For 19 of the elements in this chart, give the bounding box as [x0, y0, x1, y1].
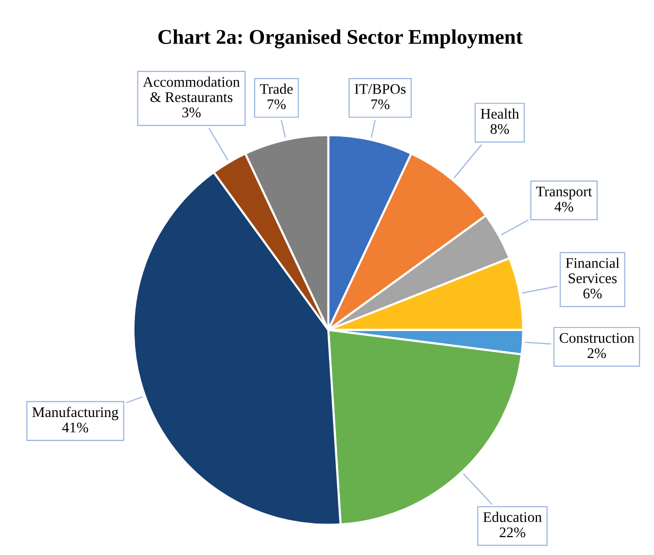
- data-label: 7%: [371, 99, 390, 110]
- slice-label: Health: [480, 108, 519, 119]
- slice-label: Transport: [536, 186, 592, 200]
- slice-label: Education: [483, 512, 542, 522]
- chart-title: Chart 2a: Organised Sector Employment: [158, 29, 523, 48]
- data-label: 2%: [588, 348, 606, 358]
- slice-label: Trade: [260, 84, 293, 94]
- data-label: 6%: [583, 288, 602, 298]
- data-label: 22%: [500, 527, 526, 538]
- data-label: 3%: [182, 108, 201, 118]
- slice-label: Financial Services: [566, 258, 620, 284]
- slice-label: Accommodation & Restaurants: [142, 76, 240, 102]
- slice-label: Manufacturing: [32, 406, 118, 420]
- data-label: 41%: [62, 422, 88, 432]
- slice-label: IT/BPOs: [354, 84, 406, 94]
- data-label: 8%: [490, 124, 509, 134]
- data-label: 7%: [268, 99, 286, 110]
- slice-label: Construction: [560, 333, 634, 343]
- data-label: 4%: [554, 202, 574, 212]
